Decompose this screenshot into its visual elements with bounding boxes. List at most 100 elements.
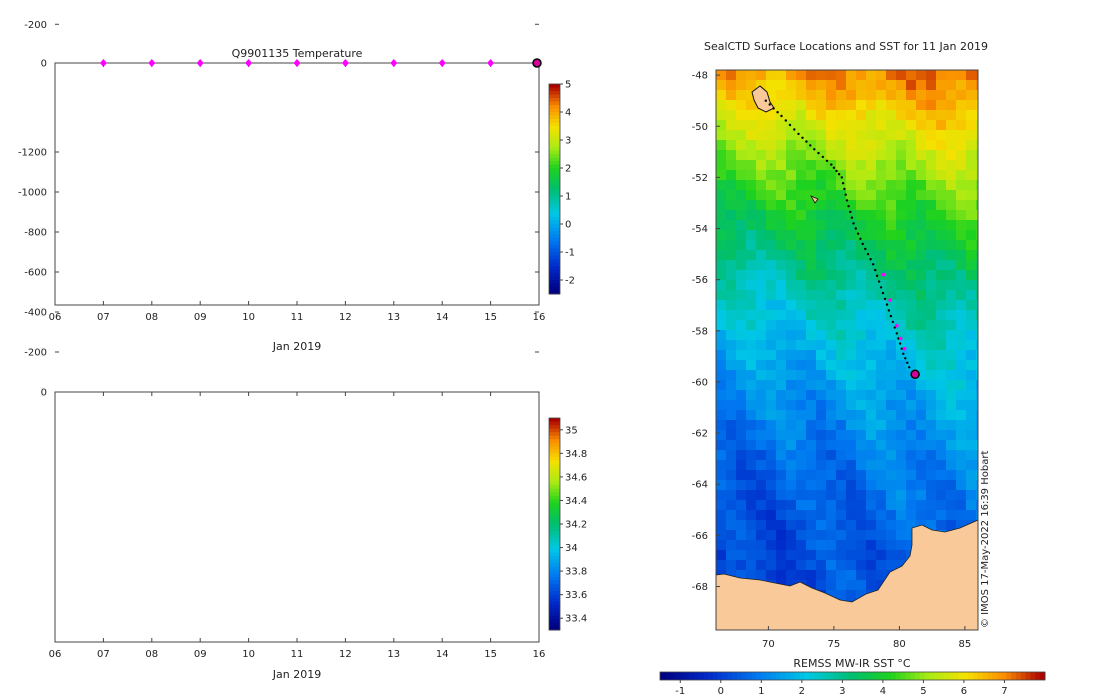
y-tick-label: 0 — [41, 59, 47, 70]
sst-cell — [886, 510, 897, 521]
sst-cell — [796, 350, 807, 361]
sst-cell — [916, 400, 927, 411]
sst-cell — [896, 450, 907, 461]
sst-cell — [776, 560, 787, 571]
sst-cell — [846, 490, 857, 501]
sst-cell — [836, 170, 847, 181]
latest-position-marker — [910, 369, 920, 380]
sst-cell — [746, 440, 757, 451]
sst-cell — [746, 370, 757, 381]
sst-cell — [976, 100, 978, 111]
colorbar-tick-label: 5 — [565, 80, 571, 91]
sst-cell — [966, 230, 977, 241]
sst-cell — [926, 140, 937, 151]
sst-cell — [826, 460, 837, 471]
sst-cell — [856, 150, 867, 161]
sst-cell — [976, 350, 978, 361]
sst-cell — [896, 490, 907, 501]
sst-cell — [786, 430, 797, 441]
colorbar-band — [679, 672, 685, 680]
sst-cell — [736, 100, 747, 111]
sst-cell — [856, 440, 867, 451]
sst-cell — [906, 350, 917, 361]
colorbar-band — [756, 672, 762, 680]
sst-cell — [946, 420, 957, 431]
sst-cell — [916, 130, 927, 141]
sst-cell — [866, 240, 877, 251]
sst-cell — [896, 410, 907, 421]
track-point — [830, 163, 833, 166]
sst-cell — [786, 490, 797, 501]
sst-cell — [806, 270, 817, 281]
sst-cell — [966, 480, 977, 491]
sst-cell — [766, 530, 777, 541]
sst-cell — [916, 410, 927, 421]
sst-cell — [756, 370, 767, 381]
sst-cell — [826, 230, 837, 241]
track-point — [887, 309, 891, 312]
sst-cell — [826, 400, 837, 411]
sst-cell — [826, 210, 837, 221]
sst-cell — [846, 530, 857, 541]
sst-cell — [866, 560, 877, 571]
track-point — [784, 119, 787, 122]
sst-cell — [786, 370, 797, 381]
sst-cell — [796, 380, 807, 391]
track-point — [854, 227, 857, 230]
sst-cell — [836, 230, 847, 241]
sst-cell — [956, 310, 967, 321]
sst-cell — [816, 90, 827, 101]
colorbar-band — [799, 672, 805, 680]
colorbar-band — [549, 499, 560, 504]
track-point — [817, 151, 820, 155]
colorbar-band — [924, 672, 930, 680]
sst-cell — [736, 250, 747, 261]
sst-cell — [976, 490, 978, 501]
sst-cell — [846, 330, 857, 341]
sst-cell — [896, 500, 907, 511]
sst-cell — [726, 550, 737, 561]
sst-cell — [736, 130, 747, 141]
sst-cell — [866, 430, 877, 441]
sst-cell — [806, 390, 817, 401]
sst-cell — [926, 450, 937, 461]
track-point — [866, 252, 870, 256]
colorbar-band — [549, 133, 560, 137]
sst-cell — [896, 290, 907, 301]
sst-cell — [726, 330, 737, 341]
sst-cell — [886, 190, 897, 201]
sst-cell — [816, 270, 827, 281]
sst-cell — [976, 210, 978, 221]
x-tick-label: 13 — [387, 649, 400, 660]
colorbar-band — [669, 672, 675, 680]
sst-cell — [766, 470, 777, 481]
sst-cell — [966, 250, 977, 261]
sst-cell — [966, 440, 977, 451]
sst-cell — [846, 120, 857, 131]
sst-cell — [786, 470, 797, 481]
sst-cell — [926, 190, 937, 201]
sst-cell — [726, 250, 737, 261]
sst-cell — [876, 70, 887, 81]
sst-cell — [916, 440, 927, 451]
sst-cell — [896, 240, 907, 251]
colorbar-band — [549, 439, 560, 444]
sst-cell — [966, 420, 977, 431]
sst-cell — [816, 120, 827, 131]
colorbar-tick-label: 7 — [1001, 686, 1007, 697]
sst-cell — [756, 70, 767, 81]
sst-cell — [826, 560, 837, 571]
sst-cell — [816, 510, 827, 521]
sst-cell — [936, 200, 947, 211]
sst-cell — [936, 310, 947, 321]
colorbar-band — [549, 266, 560, 270]
colorbar-band — [934, 672, 940, 680]
colorbar-band — [982, 672, 988, 680]
sst-cell — [896, 190, 907, 201]
colorbar-tick-label: -1 — [565, 248, 575, 259]
sst-cell — [906, 330, 917, 341]
sst-cell — [866, 170, 877, 181]
sst-cell — [936, 80, 947, 91]
sst-cell — [906, 160, 917, 171]
